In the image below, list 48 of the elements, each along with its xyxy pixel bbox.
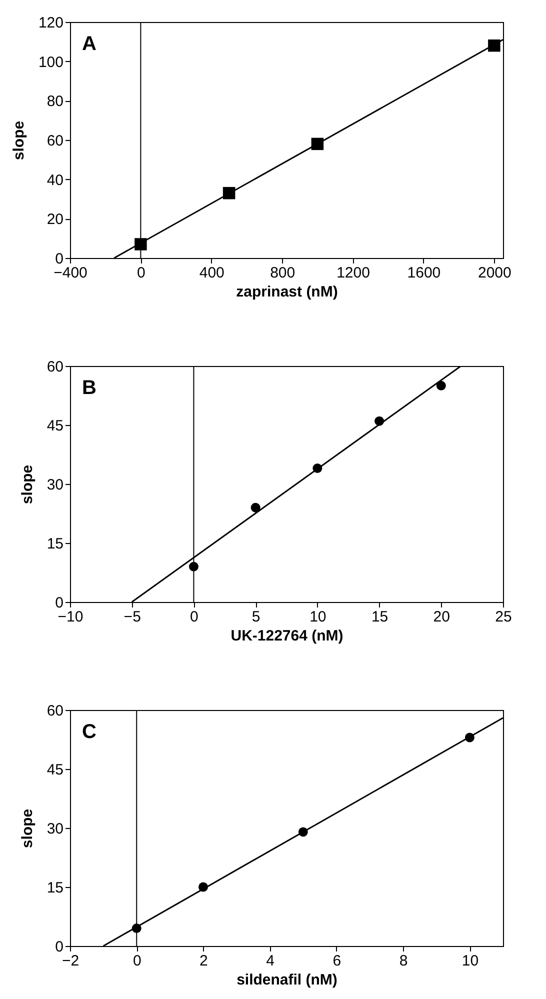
x-tick-label: −5 xyxy=(124,608,141,626)
x-tick-label: 2 xyxy=(200,952,208,970)
annotation: A xyxy=(82,33,96,55)
y-axis-title: slope xyxy=(18,808,36,848)
y-axis-title: slope xyxy=(18,464,36,504)
annotation: B xyxy=(82,377,96,399)
x-tick-label: 15 xyxy=(371,608,388,626)
y-tick-label: 60 xyxy=(46,358,64,376)
x-tick-label: 10 xyxy=(310,608,326,626)
x-tick-label: −10 xyxy=(58,608,84,626)
x-tick-label: 20 xyxy=(433,608,450,626)
x-tick-label: 8 xyxy=(399,952,408,970)
x-axis-title: zaprinast (nM) xyxy=(236,284,338,300)
x-tick-label: 400 xyxy=(199,264,224,282)
x-tick-label: 2000 xyxy=(478,264,512,282)
x-tick-label: 0 xyxy=(190,608,198,626)
y-tick-label: 60 xyxy=(46,702,64,720)
x-axis-title: sildenafil (nM) xyxy=(236,972,338,988)
x-tick-label: 5 xyxy=(252,608,260,626)
y-tick-label: 40 xyxy=(46,172,64,189)
x-tick-label: 0 xyxy=(132,952,142,970)
x-tick-label: 4 xyxy=(266,952,275,970)
y-tick-label: 80 xyxy=(46,93,64,110)
x-tick-label: 0 xyxy=(137,264,146,282)
x-tick-label: 800 xyxy=(270,264,296,282)
y-tick-label: 0 xyxy=(55,594,64,612)
y-tick-label: 15 xyxy=(46,880,64,896)
x-tick-label: 1200 xyxy=(336,264,370,282)
y-tick-label: 120 xyxy=(38,14,64,32)
y-tick-label: 60 xyxy=(46,132,64,150)
annotation: C xyxy=(82,721,96,743)
x-tick-label: 1600 xyxy=(407,264,441,282)
y-tick-label: 45 xyxy=(46,418,64,434)
y-tick-label: 15 xyxy=(46,536,64,552)
y-tick-label: 0 xyxy=(55,938,64,956)
y-tick-label: 30 xyxy=(46,820,64,838)
y-tick-label: 45 xyxy=(46,762,64,778)
y-tick-label: 30 xyxy=(46,476,64,494)
x-tick-label: −2 xyxy=(62,952,80,970)
x-tick-label: 10 xyxy=(462,952,479,970)
x-tick-label: −400 xyxy=(54,264,88,282)
x-tick-label: 6 xyxy=(332,952,342,970)
y-tick-label: 0 xyxy=(55,250,64,268)
y-axis-title: slope xyxy=(10,120,28,160)
x-axis-title: UK-122764 (nM) xyxy=(230,628,344,644)
x-tick-label: 25 xyxy=(495,608,512,626)
y-tick-label: 20 xyxy=(46,211,64,228)
y-tick-label: 100 xyxy=(38,54,64,71)
